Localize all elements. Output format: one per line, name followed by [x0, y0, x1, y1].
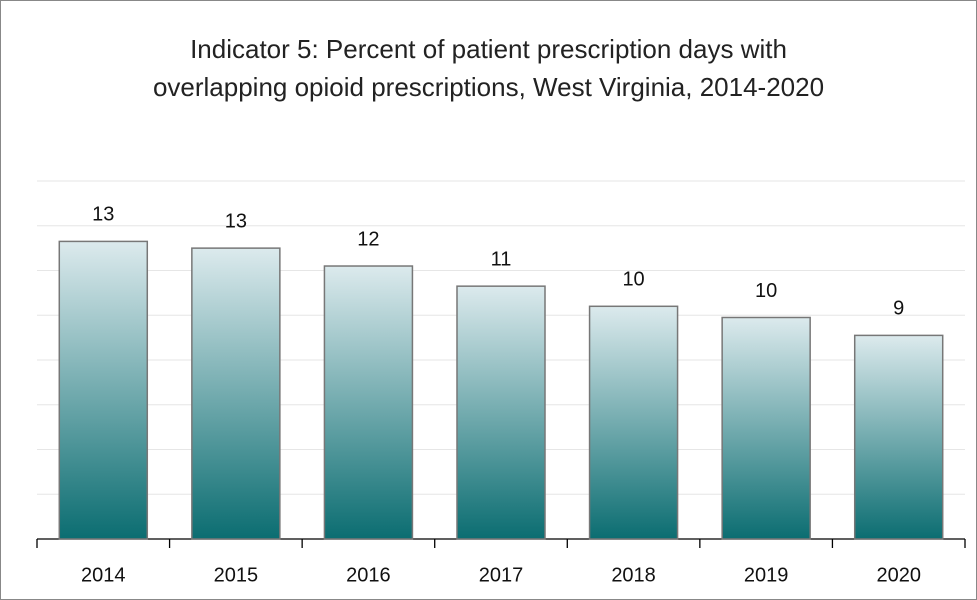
- x-tick-label: 2016: [346, 564, 391, 586]
- data-label: 12: [357, 228, 379, 250]
- bar: [191, 247, 281, 540]
- chart-title: Indicator 5: Percent of patient prescrip…: [152, 34, 825, 102]
- x-tick-label: 2015: [214, 564, 259, 586]
- bar: [588, 305, 679, 540]
- data-label: 13: [92, 204, 114, 226]
- x-tick-label: 2020: [876, 564, 921, 586]
- bar: [721, 316, 811, 540]
- x-tick-label: 2019: [744, 564, 789, 586]
- x-tick-label: 2014: [81, 564, 126, 586]
- x-tick-label: 2017: [479, 564, 524, 586]
- data-label: 11: [491, 248, 512, 270]
- x-tick-label: 2018: [611, 564, 656, 586]
- bar: [323, 265, 414, 540]
- data-label: 13: [225, 210, 247, 232]
- bar: [853, 334, 944, 540]
- data-label: 9: [893, 298, 904, 320]
- data-label: 10: [755, 280, 777, 302]
- bar: [456, 285, 546, 540]
- bar: [58, 240, 149, 540]
- data-label: 10: [622, 269, 644, 291]
